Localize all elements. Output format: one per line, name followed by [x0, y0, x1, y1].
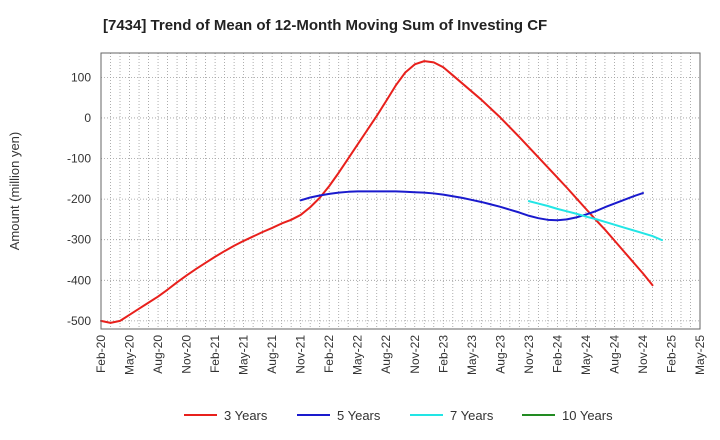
- x-tick-label: Nov-21: [294, 335, 308, 374]
- x-tick-label: May-25: [693, 335, 707, 375]
- x-tick-label: Nov-23: [522, 335, 536, 374]
- y-axis-label: Amount (million yen): [7, 132, 22, 251]
- series-lines: [100, 60, 663, 324]
- legend-label: 3 Years: [224, 408, 268, 423]
- legend: 3 Years 5 Years 7 Years 10 Years: [184, 408, 613, 423]
- x-tick-label: Feb-20: [94, 335, 108, 373]
- series-line-5-years: [299, 190, 644, 222]
- y-tick-label: -100: [67, 152, 91, 166]
- x-tick-label: Feb-22: [322, 335, 336, 373]
- x-tick-label: Feb-21: [208, 335, 222, 373]
- y-tick-label: -400: [67, 273, 91, 287]
- x-tick-label: Aug-20: [151, 335, 165, 374]
- x-tick-labels: Feb-20 May-20 Aug-20 Nov-20 Feb-21 May-21 Aug-…: [94, 335, 707, 375]
- series-line-7-years: [527, 200, 663, 242]
- y-tick-label: 100: [71, 70, 91, 84]
- x-tick-label: May-22: [351, 335, 365, 375]
- y-tick-label: -200: [67, 192, 91, 206]
- y-tick-labels: 100 0 -100 -200 -300 -400 -500: [67, 70, 91, 328]
- y-tick-label: -500: [67, 314, 91, 328]
- chart-title: [7434] Trend of Mean of 12-Month Moving …: [103, 17, 547, 34]
- y-tick-label: 0: [84, 111, 91, 125]
- x-tick-label: Aug-21: [265, 335, 279, 374]
- x-tick-label: Aug-22: [379, 335, 393, 374]
- plot-frame: [100, 52, 701, 330]
- x-tick-label: Nov-22: [408, 335, 422, 374]
- x-tick-label: Feb-24: [550, 335, 564, 373]
- x-tick-label: Aug-24: [607, 335, 621, 374]
- y-tick-label: -300: [67, 233, 91, 247]
- x-tick-label: Feb-23: [436, 335, 450, 373]
- series-line-3-years: [100, 60, 654, 324]
- legend-label: 7 Years: [450, 408, 494, 423]
- x-tick-label: May-21: [237, 335, 251, 375]
- x-tick-label: May-24: [579, 335, 593, 375]
- x-tick-label: May-20: [123, 335, 137, 375]
- legend-label: 5 Years: [337, 408, 381, 423]
- grid-lines: [101, 53, 700, 329]
- x-tick-label: Nov-24: [636, 335, 650, 374]
- x-tick-label: Nov-20: [180, 335, 194, 374]
- x-tick-label: May-23: [465, 335, 479, 375]
- x-tick-label: Aug-23: [493, 335, 507, 374]
- legend-label: 10 Years: [562, 408, 613, 423]
- x-tick-label: Feb-25: [664, 335, 678, 373]
